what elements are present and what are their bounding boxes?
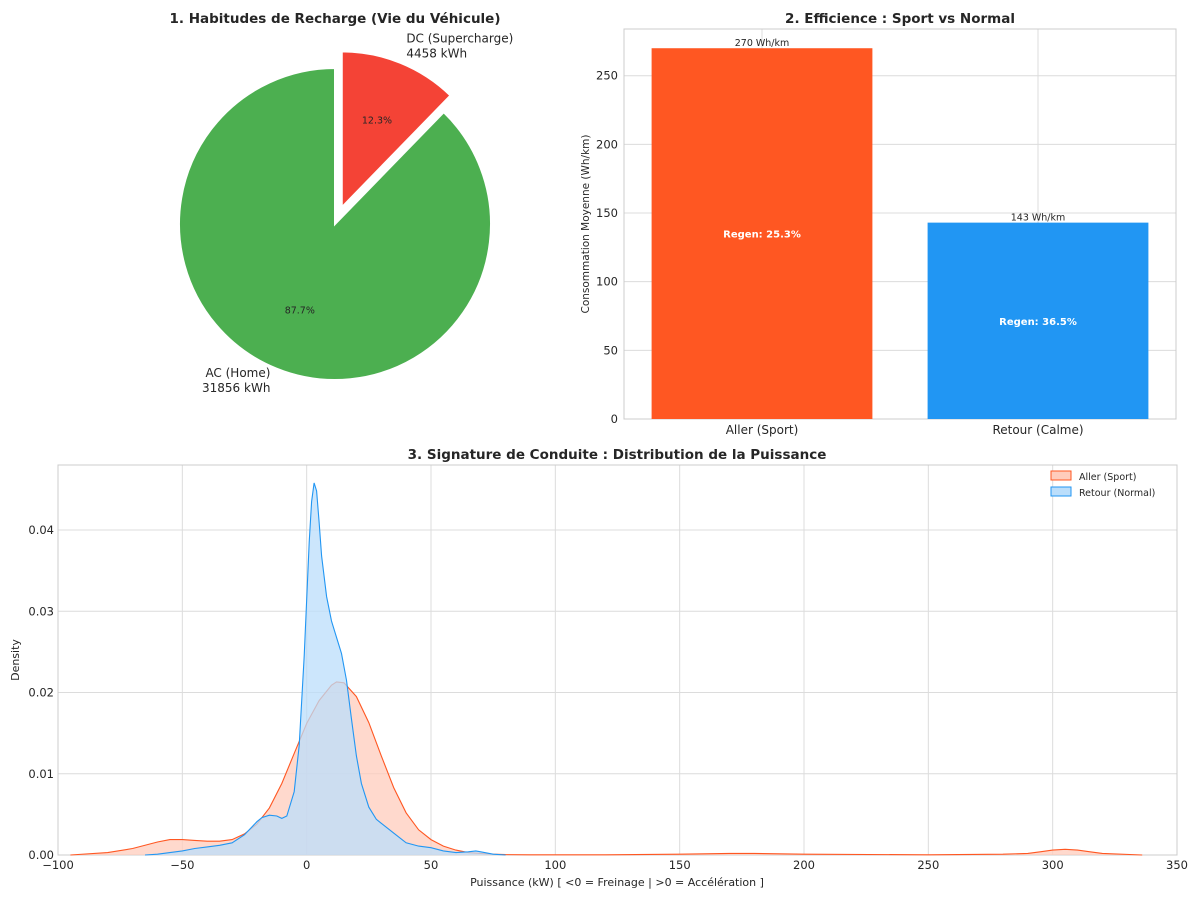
- kde-legend: Aller (Sport) Retour (Normal): [1050, 470, 1155, 499]
- pie-slice-ac-home: [178, 66, 492, 381]
- kde-xtick-label: 50: [424, 858, 439, 872]
- legend-label: Retour (Normal): [1079, 488, 1155, 499]
- pie-slice-label: DC (Supercharge): [406, 31, 513, 45]
- legend-swatch: [1050, 470, 1072, 481]
- bar-ylabel: Consommation Moyenne (Wh/km): [580, 135, 592, 314]
- bar-category-label: Aller (Sport): [726, 423, 799, 437]
- kde-xtick-label: 150: [669, 858, 691, 872]
- bar-ytick-label: 0: [611, 412, 618, 426]
- kde-ytick-label: 0.01: [28, 767, 54, 781]
- legend-label: Aller (Sport): [1079, 472, 1136, 483]
- kde-xtick-label: 200: [793, 858, 815, 872]
- kde-area-aller: [70, 681, 1143, 855]
- kde-ytick-label: 0.03: [28, 604, 54, 618]
- kde-xlabel: Puissance (kW) [ <0 = Freinage | >0 = Ac…: [470, 876, 764, 889]
- pie-outer-label: AC (Home) 31856 kWh: [202, 366, 270, 395]
- bar-category-label: Retour (Calme): [992, 423, 1083, 437]
- bar-retour: [927, 222, 1149, 419]
- bar-ytick-label: 200: [596, 137, 618, 151]
- pie-outer-label: DC (Supercharge) 4458 kWh: [406, 31, 513, 60]
- kde-xtick-label: −50: [170, 858, 194, 872]
- pie-slice-value: 31856 kWh: [202, 381, 270, 395]
- pie-pct-label: 12.3%: [362, 116, 392, 127]
- bar-panel: 2. Efficience : Sport vs Normal Consomma…: [580, 11, 1177, 437]
- pie-title: 1. Habitudes de Recharge (Vie du Véhicul…: [169, 11, 500, 27]
- pie-slice-dc-supercharge: [340, 50, 452, 210]
- pie-pct-label: 87.7%: [285, 306, 315, 317]
- kde-ytick-label: 0.04: [28, 523, 54, 537]
- kde-xtick-label: −100: [42, 858, 74, 872]
- bar-title: 2. Efficience : Sport vs Normal: [785, 11, 1015, 27]
- bar-value-label: 270 Wh/km: [735, 38, 790, 49]
- kde-xtick-label: 100: [544, 858, 566, 872]
- kde-xtick-label: 350: [1166, 858, 1188, 872]
- bar-regen-label: Regen: 36.5%: [999, 317, 1077, 328]
- bar-aller: [651, 48, 873, 420]
- kde-ytick-label: 0.02: [28, 686, 54, 700]
- bar-axes-frame: [623, 28, 1177, 420]
- kde-line-retour: [144, 482, 506, 856]
- kde-title: 3. Signature de Conduite : Distribution …: [408, 447, 827, 463]
- kde-area-retour: [145, 482, 506, 855]
- kde-axes-frame: [57, 464, 1178, 856]
- bar-ytick-label: 150: [596, 206, 618, 220]
- kde-ytick-label: 0.00: [28, 848, 54, 862]
- pie-slice-label: AC (Home): [205, 366, 270, 380]
- kde-panel: 3. Signature de Conduite : Distribution …: [9, 447, 1188, 889]
- kde-xtick-label: 300: [1042, 858, 1064, 872]
- pie-slice-value: 4458 kWh: [406, 46, 467, 60]
- kde-xtick-label: 0: [303, 858, 310, 872]
- legend-swatch: [1050, 486, 1072, 497]
- kde-xtick-label: 250: [917, 858, 939, 872]
- bar-value-label: 143 Wh/km: [1011, 213, 1066, 224]
- bar-ytick-label: 100: [596, 275, 618, 289]
- bar-ytick-label: 250: [596, 69, 618, 83]
- kde-ylabel: Density: [9, 639, 22, 681]
- pie-panel: 1. Habitudes de Recharge (Vie du Véhicul…: [169, 11, 513, 395]
- bar-ytick-label: 50: [603, 343, 618, 357]
- bar-regen-label: Regen: 25.3%: [723, 230, 801, 241]
- kde-line-aller: [70, 681, 1143, 856]
